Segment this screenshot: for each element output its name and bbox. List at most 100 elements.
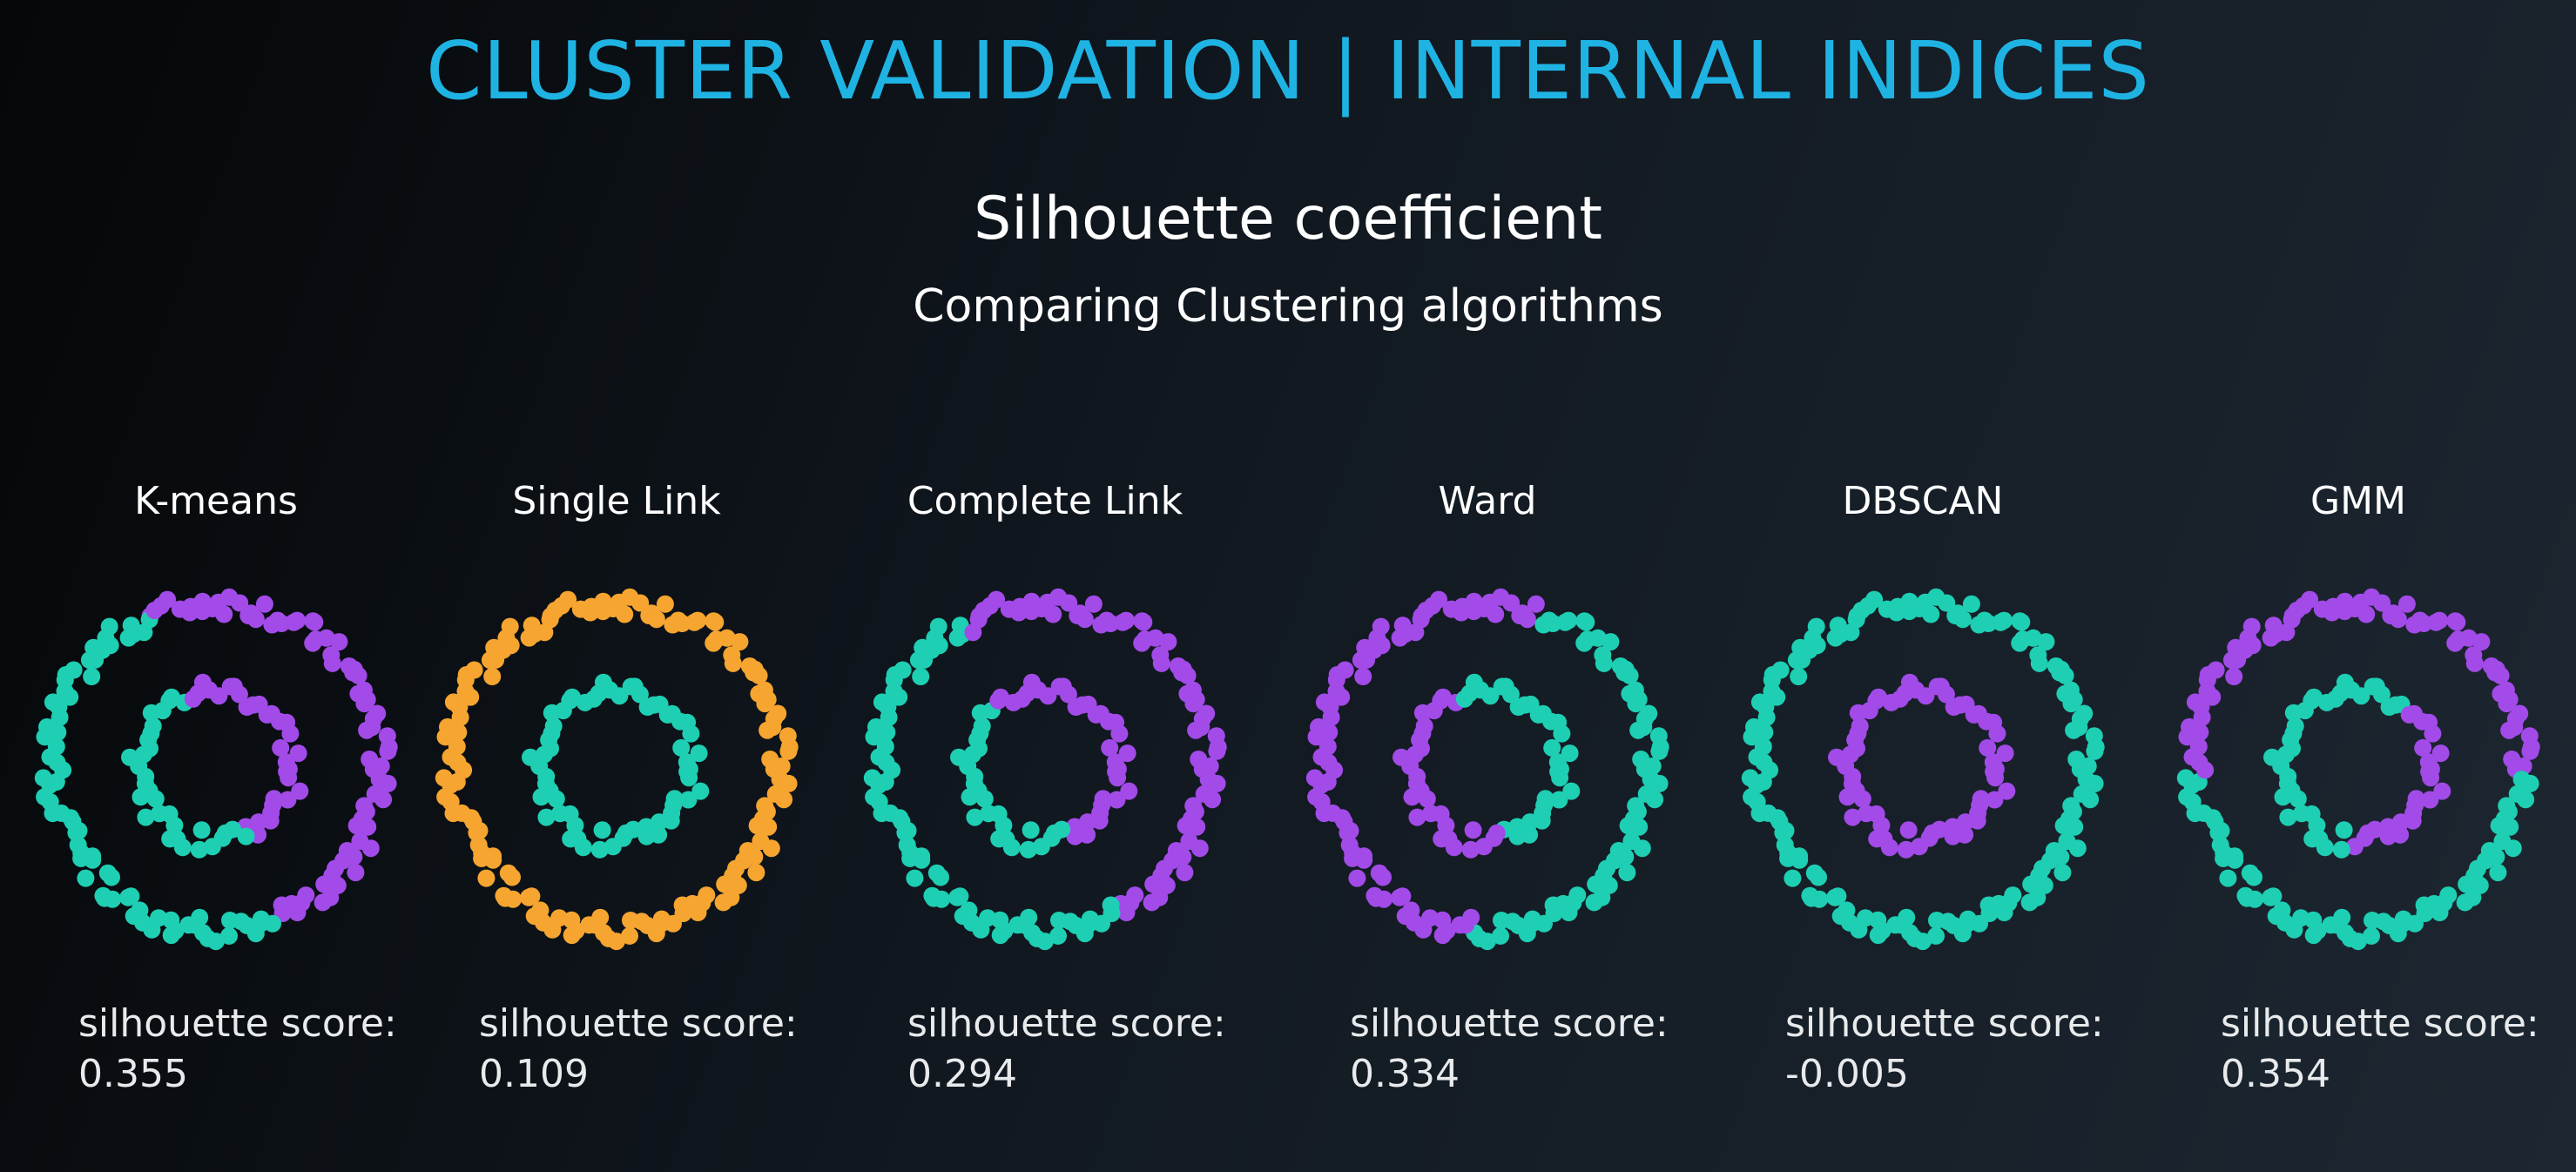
outer-ring-point: [435, 769, 453, 787]
inner-ring-point: [1019, 840, 1037, 859]
inner-ring-point: [2431, 744, 2450, 763]
panel-ward: Ward silhouette score: 0.334: [1296, 470, 1679, 1115]
outer-ring-point: [2458, 875, 2476, 893]
inner-ring-point: [1474, 838, 1493, 856]
outer-ring-point: [1560, 611, 1578, 630]
inner-ring-point: [678, 753, 696, 771]
outer-ring-point: [2448, 613, 2466, 631]
outer-ring-point: [2521, 774, 2539, 792]
outer-ring-point: [1159, 633, 1177, 651]
outer-ring-point: [580, 916, 598, 934]
outer-ring-point: [867, 717, 885, 736]
outer-ring-point: [162, 926, 180, 945]
inner-ring-point: [1998, 782, 2016, 800]
outer-ring-point: [930, 637, 948, 655]
outer-ring-point: [775, 791, 793, 809]
outer-ring-point: [2058, 832, 2076, 851]
outer-ring-point: [951, 887, 969, 906]
outer-ring-point: [1632, 751, 1650, 768]
inner-ring-point: [237, 827, 255, 845]
score-value: 0.354: [2221, 1052, 2330, 1096]
outer-ring-point: [2364, 912, 2381, 929]
outer-ring-point: [779, 774, 798, 792]
inner-ring-point: [2424, 724, 2442, 743]
outer-ring-point: [304, 634, 322, 652]
outer-ring-point: [2067, 751, 2086, 768]
inner-ring-point: [1897, 840, 1915, 859]
score-label: silhouette score:: [1350, 1001, 1669, 1046]
outer-ring-point: [876, 738, 894, 756]
outer-ring-point: [1750, 693, 1769, 711]
outer-ring-point: [1646, 791, 1664, 809]
inner-ring-point: [1422, 805, 1440, 823]
inner-ring-point: [966, 808, 984, 826]
outer-ring-point: [991, 926, 1009, 945]
panel-gmm: GMM silhouette score: 0.354: [2167, 470, 2550, 1115]
inner-ring-point: [631, 685, 649, 704]
outer-ring-point: [483, 668, 502, 685]
outer-ring-point: [1318, 738, 1337, 756]
outer-ring-point: [1310, 717, 1327, 736]
outer-ring-point: [1184, 695, 1203, 713]
panel-title: K-means: [134, 479, 298, 523]
inner-ring-point: [2303, 830, 2322, 848]
outer-ring-point: [1143, 893, 1161, 912]
outer-ring-point: [306, 613, 324, 631]
outer-ring-point: [44, 693, 62, 711]
outer-ring-point: [2397, 595, 2416, 613]
outer-ring-point: [1518, 610, 1536, 629]
inner-ring-point: [281, 724, 300, 743]
outer-ring-point: [2493, 832, 2512, 851]
outer-ring-point: [2357, 605, 2376, 623]
inner-ring-point: [1858, 805, 1876, 823]
inner-ring-point: [637, 827, 656, 845]
outer-ring-point: [1180, 832, 1198, 851]
inner-ring-point: [190, 840, 208, 859]
outer-ring-point: [2264, 887, 2283, 906]
panel-dbscan: DBSCAN silhouette score: -0.005: [1731, 470, 2114, 1115]
outer-ring-point: [2465, 654, 2484, 672]
outer-ring-point: [927, 864, 946, 882]
outer-ring-point: [647, 610, 665, 629]
inner-ring-point: [1408, 808, 1426, 826]
outer-ring-point: [951, 616, 969, 635]
outer-ring-point: [2056, 666, 2074, 684]
inner-ring-point: [289, 744, 307, 763]
outer-ring-point: [1370, 864, 1388, 882]
outer-ring-point: [1008, 916, 1027, 934]
outer-ring-point: [559, 590, 577, 609]
outer-ring-point: [616, 605, 634, 623]
inner-ring-point: [590, 840, 609, 859]
inner-ring-point: [537, 808, 556, 826]
outer-ring-point: [1393, 887, 1412, 906]
outer-ring-point: [2037, 633, 2055, 651]
outer-ring-point: [1493, 912, 1510, 929]
outer-ring-point: [1372, 637, 1391, 655]
outer-ring-point: [351, 832, 369, 851]
outer-ring-point: [1928, 912, 1945, 929]
outer-ring-point: [38, 717, 56, 736]
outer-ring-point: [2301, 590, 2319, 609]
outer-ring-point: [2431, 611, 2449, 630]
outer-ring-point: [94, 886, 112, 905]
inner-ring-point: [2379, 827, 2397, 845]
outer-ring-point: [361, 751, 379, 768]
outer-ring-point: [1190, 751, 1208, 768]
inner-ring-point: [1561, 744, 1579, 763]
outer-ring-point: [83, 668, 101, 685]
outer-ring-point: [1619, 817, 1637, 835]
outer-ring-point: [330, 633, 348, 651]
outer-ring-point: [1886, 916, 1905, 934]
inner-ring-point: [1501, 685, 1520, 704]
outer-ring-point: [1621, 666, 1639, 684]
outer-ring-point: [525, 907, 543, 926]
outer-ring-point: [2062, 695, 2080, 713]
outer-ring-point: [1808, 637, 1826, 655]
outer-ring-point: [1831, 907, 1850, 926]
inner-ring-point: [1988, 724, 2006, 743]
inner-ring-point: [1032, 838, 1050, 856]
inner-ring-point: [121, 748, 138, 766]
inner-ring-point: [680, 769, 698, 787]
inner-ring-point: [1979, 738, 1997, 757]
outer-ring-point: [2189, 738, 2208, 756]
